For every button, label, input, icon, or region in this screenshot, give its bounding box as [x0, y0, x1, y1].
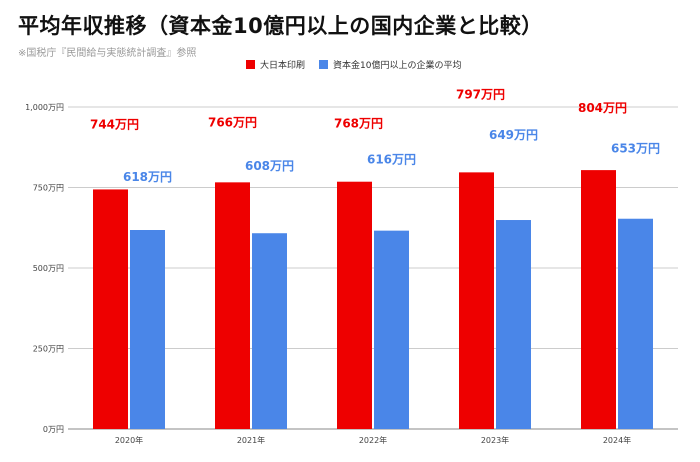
chart-source-note: ※国税庁『民間給与実態統計調査』参照: [18, 48, 197, 59]
bar: [215, 182, 250, 429]
data-label: 618万円: [123, 170, 172, 184]
x-tick-label: 2020年: [115, 435, 143, 445]
bar: [130, 230, 165, 429]
data-label: 653万円: [611, 142, 660, 156]
x-tick-label: 2024年: [603, 435, 631, 445]
x-tick-label: 2021年: [237, 435, 265, 445]
legend-swatch-series-a: [246, 60, 255, 69]
bar: [93, 189, 128, 429]
bar: [459, 172, 494, 429]
y-tick-label: 0万円: [43, 425, 64, 434]
y-tick-label: 500万円: [33, 264, 64, 273]
legend-swatch-series-b: [319, 60, 329, 69]
bar: [581, 170, 616, 429]
data-label: 768万円: [334, 117, 383, 131]
data-label: 616万円: [367, 153, 416, 167]
data-label: 744万円: [90, 117, 139, 131]
x-tick-label: 2023年: [481, 435, 509, 445]
bar: [496, 220, 531, 429]
legend-item-series-a: 大日本印刷: [246, 58, 305, 71]
bar: [252, 233, 287, 429]
bar: [374, 230, 409, 429]
chart-legend: 大日本印刷 資本金10億円以上の企業の平均: [246, 58, 461, 71]
y-tick-label: 1,000万円: [25, 103, 64, 112]
data-label: 608万円: [245, 159, 294, 173]
data-label: 804万円: [578, 101, 627, 115]
data-label: 766万円: [208, 115, 257, 129]
y-tick-label: 250万円: [33, 345, 64, 354]
y-tick-label: 750万円: [33, 184, 64, 193]
data-label: 797万円: [456, 87, 505, 101]
legend-label-series-b: 資本金10億円以上の企業の平均: [333, 61, 462, 71]
bar: [618, 218, 653, 429]
bar: [337, 181, 372, 429]
legend-label-series-a: 大日本印刷: [260, 61, 306, 71]
x-tick-label: 2022年: [359, 435, 387, 445]
chart-title: 平均年収推移（資本金10億円以上の国内企業と比較）: [18, 14, 543, 38]
data-label: 649万円: [489, 128, 538, 142]
legend-item-series-b: 資本金10億円以上の企業の平均: [319, 58, 461, 71]
